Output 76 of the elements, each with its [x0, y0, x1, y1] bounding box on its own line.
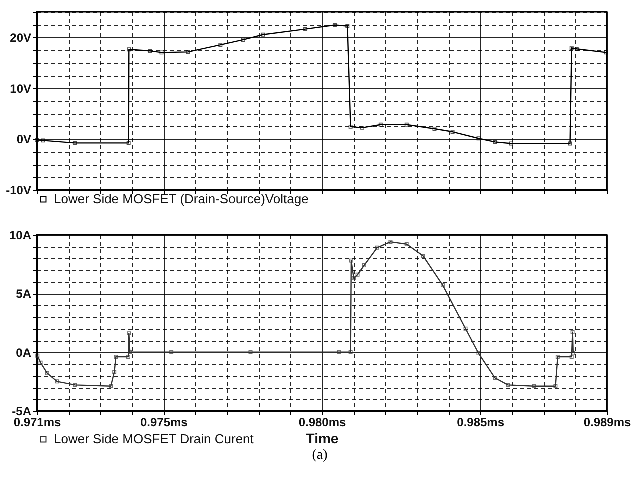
y-tick-label: 0V	[16, 132, 32, 147]
point	[568, 142, 572, 146]
point	[532, 384, 536, 388]
point	[333, 23, 337, 28]
point	[604, 50, 608, 55]
point	[356, 272, 360, 277]
point	[45, 371, 50, 376]
point	[506, 383, 510, 388]
point	[493, 376, 498, 380]
point	[509, 142, 514, 146]
point	[126, 141, 131, 146]
point	[432, 126, 437, 131]
point	[41, 138, 46, 143]
point	[148, 49, 152, 54]
point	[493, 140, 498, 144]
point	[126, 355, 130, 360]
y-tick-label: 0A	[16, 346, 32, 360]
point	[241, 38, 246, 42]
legend-label: Lower Side MOSFET Drain Curent	[54, 432, 254, 446]
point	[375, 246, 380, 250]
y-tick-label: 5A	[16, 287, 32, 302]
point	[570, 355, 574, 360]
x-tick-label: 0.971ms	[14, 416, 62, 430]
point	[421, 254, 426, 258]
point	[360, 126, 365, 130]
point	[127, 332, 132, 336]
x-tick-label: 0.975ms	[140, 416, 188, 430]
point	[261, 32, 266, 37]
x-tick-label: 0.985ms	[457, 416, 505, 430]
point	[554, 384, 558, 388]
y-tick-label: 20V	[10, 30, 32, 45]
point	[186, 50, 190, 54]
point	[218, 43, 223, 48]
y-tick-label: 10A	[9, 228, 32, 242]
point	[114, 355, 118, 360]
point	[464, 326, 468, 331]
point	[476, 352, 481, 356]
point	[73, 141, 77, 146]
point	[404, 242, 409, 246]
point	[349, 258, 354, 263]
x-axis-title: Time	[306, 430, 339, 446]
text: (a)	[311, 448, 329, 464]
point	[556, 355, 560, 360]
point	[352, 276, 356, 280]
point	[450, 130, 455, 134]
point	[73, 383, 78, 388]
point	[348, 350, 353, 354]
point	[36, 354, 40, 358]
y-tick-label: 10V	[10, 82, 32, 96]
point	[570, 330, 575, 334]
point	[160, 50, 164, 55]
point	[346, 24, 350, 28]
point	[38, 360, 43, 365]
point	[404, 122, 409, 127]
point	[248, 350, 253, 354]
point	[109, 384, 114, 388]
point	[440, 283, 445, 288]
point	[570, 46, 574, 50]
point	[348, 124, 353, 129]
point	[112, 370, 117, 374]
point	[476, 136, 481, 141]
point	[388, 240, 393, 244]
point	[337, 350, 342, 354]
y-tick-label: -10V	[6, 184, 32, 198]
point	[378, 122, 383, 127]
point	[55, 380, 60, 384]
legend-label: Lower Side MOSFET (Drain-Source)Voltage	[54, 192, 309, 206]
line-series	[36, 240, 576, 388]
y-tick-label: -5A	[12, 404, 32, 418]
x-tick-label: 0.989ms	[584, 416, 632, 430]
point	[362, 264, 366, 268]
point	[304, 27, 308, 32]
point	[127, 48, 132, 52]
point	[170, 350, 174, 354]
point	[574, 47, 579, 52]
x-tick-label: 0.980ms	[298, 416, 347, 430]
